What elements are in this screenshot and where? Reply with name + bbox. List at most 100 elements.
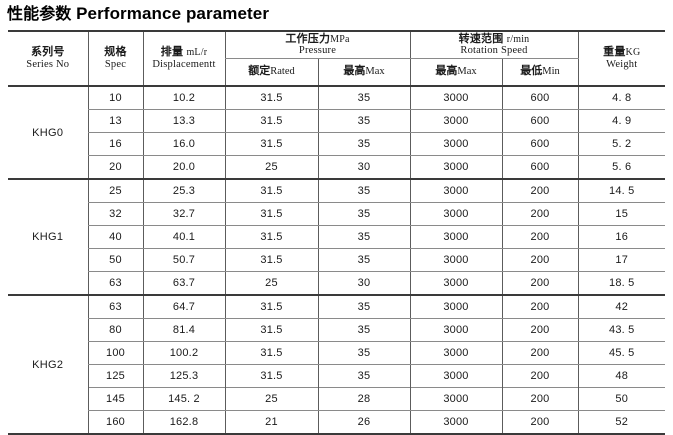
header-pressure-max: 最高Max bbox=[317, 58, 410, 87]
header-series-no-en: Series No bbox=[26, 58, 70, 70]
header-weight-en: Weight bbox=[606, 58, 638, 70]
cell-rotation-max: 3000 bbox=[409, 318, 502, 342]
cell-displacement: 10.2 bbox=[142, 86, 225, 110]
cell-displacement: 50.7 bbox=[142, 248, 225, 272]
page-title: 性能参数 Performance parameter bbox=[7, 3, 269, 25]
cell-rotation-min: 200 bbox=[501, 295, 578, 319]
cell-rotation-min: 200 bbox=[501, 364, 578, 388]
cell-rotation-min: 200 bbox=[501, 225, 578, 249]
table-header: 系列号 Series No 规格 Spec 排量 mL/r Displaceme… bbox=[8, 30, 665, 87]
cell-rotation-max: 3000 bbox=[409, 295, 502, 319]
cell-spec: 63 bbox=[87, 271, 143, 296]
header-rotation-unit: r/min bbox=[506, 33, 530, 45]
cell-rotation-max: 3000 bbox=[409, 225, 502, 249]
cell-displacement: 63.7 bbox=[142, 271, 225, 296]
cell-pressure-max: 35 bbox=[317, 86, 410, 110]
cell-pressure-rated: 21 bbox=[224, 410, 318, 435]
table-row: 125 125.3 31.5 35 3000 200 48 bbox=[8, 364, 665, 388]
cell-pressure-rated: 31.5 bbox=[224, 109, 318, 133]
cell-rotation-max: 3000 bbox=[409, 109, 502, 133]
cell-pressure-rated: 31.5 bbox=[224, 86, 318, 110]
cell-weight: 18. 5 bbox=[577, 271, 665, 296]
table-row: 13 13.3 31.5 35 3000 600 4. 9 bbox=[8, 109, 665, 133]
cell-pressure-rated: 31.5 bbox=[224, 364, 318, 388]
header-weight: 重量KG Weight bbox=[577, 30, 665, 87]
header-row-sub: 额定Rated 最高Max 最高Max 最低Min bbox=[8, 58, 665, 87]
cell-displacement: 40.1 bbox=[142, 225, 225, 249]
cell-pressure-rated: 31.5 bbox=[224, 248, 318, 272]
cell-rotation-max: 3000 bbox=[409, 410, 502, 435]
cell-pressure-max: 35 bbox=[317, 132, 410, 156]
cell-spec: 16 bbox=[87, 132, 143, 156]
header-row-group: 系列号 Series No 规格 Spec 排量 mL/r Displaceme… bbox=[8, 30, 665, 87]
header-displacement-en: Displacementt bbox=[152, 58, 216, 70]
cell-pressure-max: 35 bbox=[317, 225, 410, 249]
cell-pressure-max: 35 bbox=[317, 248, 410, 272]
cell-pressure-rated: 31.5 bbox=[224, 132, 318, 156]
cell-weight: 4. 8 bbox=[577, 86, 665, 110]
table-row: 32 32.7 31.5 35 3000 200 15 bbox=[8, 202, 665, 226]
cell-pressure-rated: 31.5 bbox=[224, 318, 318, 342]
header-displacement-unit: mL/r bbox=[186, 47, 208, 59]
page-title-en: Performance parameter bbox=[76, 4, 270, 23]
cell-displacement: 125.3 bbox=[142, 364, 225, 388]
table-row: 160 162.8 21 26 3000 200 52 bbox=[8, 410, 665, 435]
cell-pressure-max: 30 bbox=[317, 155, 410, 180]
cell-weight: 17 bbox=[577, 248, 665, 272]
header-spec-en: Spec bbox=[104, 58, 127, 70]
header-rotation-group: 转速范围 r/min Rotation Speed bbox=[409, 30, 578, 59]
header-displacement-cn: 排量 mL/r bbox=[160, 46, 208, 59]
table-row: 63 63.7 25 30 3000 200 18. 5 bbox=[8, 271, 665, 296]
cell-rotation-max: 3000 bbox=[409, 179, 502, 203]
table-body: KHG0 10 10.2 31.5 35 3000 600 4. 8 13 13.3 31.5 35 3… bbox=[8, 86, 665, 435]
header-rotation-cn: 转速范围 r/min bbox=[458, 32, 530, 45]
header-rotation-max: 最高Max bbox=[409, 58, 502, 87]
cell-spec: 50 bbox=[87, 248, 143, 272]
header-pressure-cn: 工作压力MPa bbox=[285, 32, 350, 45]
header-rotation-en: Rotation Speed bbox=[460, 45, 528, 57]
cell-displacement: 16.0 bbox=[142, 132, 225, 156]
cell-rotation-max: 3000 bbox=[409, 155, 502, 180]
table-row: KHG2 63 64.7 31.5 35 3000 200 42 bbox=[8, 295, 665, 435]
cell-spec: 160 bbox=[87, 410, 143, 435]
series-group-label: KHG2 bbox=[8, 295, 88, 435]
cell-rotation-min: 600 bbox=[501, 86, 578, 110]
performance-parameter-table: 系列号 Series No 规格 Spec 排量 mL/r Displaceme… bbox=[8, 30, 665, 435]
cell-displacement: 81.4 bbox=[142, 318, 225, 342]
header-pressure-unit: MPa bbox=[330, 33, 350, 45]
table-row: KHG0 10 10.2 31.5 35 3000 600 4. 8 bbox=[8, 86, 665, 180]
cell-rotation-max: 3000 bbox=[409, 202, 502, 226]
cell-pressure-rated: 31.5 bbox=[224, 202, 318, 226]
header-rotation-max-label: 最高Max bbox=[435, 65, 477, 78]
cell-rotation-min: 200 bbox=[501, 341, 578, 365]
spec-sheet-page: 性能参数 Performance parameter 系列号 Series No bbox=[7, 3, 665, 435]
table-row: 80 81.4 31.5 35 3000 200 43. 5 bbox=[8, 318, 665, 342]
table-row: 16 16.0 31.5 35 3000 600 5. 2 bbox=[8, 132, 665, 156]
cell-spec: 20 bbox=[87, 155, 143, 180]
cell-displacement: 13.3 bbox=[142, 109, 225, 133]
cell-rotation-max: 3000 bbox=[409, 341, 502, 365]
cell-weight: 48 bbox=[577, 364, 665, 388]
cell-spec: 40 bbox=[87, 225, 143, 249]
cell-weight: 45. 5 bbox=[577, 341, 665, 365]
cell-spec: 100 bbox=[87, 341, 143, 365]
table-row: 20 20.0 25 30 3000 600 5. 6 bbox=[8, 155, 665, 180]
cell-weight: 14. 5 bbox=[577, 179, 665, 203]
header-weight-cn: 重量KG bbox=[603, 46, 641, 59]
cell-rotation-min: 600 bbox=[501, 132, 578, 156]
header-spec-cn: 规格 bbox=[104, 46, 127, 59]
cell-spec: 63 bbox=[87, 295, 143, 319]
column-rule-spurs bbox=[8, 372, 665, 398]
cell-pressure-max: 35 bbox=[317, 202, 410, 226]
cell-weight: 52 bbox=[577, 410, 665, 435]
cell-pressure-max: 26 bbox=[317, 410, 410, 435]
header-displacement: 排量 mL/r Displacementt bbox=[142, 30, 225, 87]
cell-rotation-max: 3000 bbox=[409, 364, 502, 388]
cell-spec: 125 bbox=[87, 364, 143, 388]
cell-rotation-min: 600 bbox=[501, 155, 578, 180]
cell-weight: 42 bbox=[577, 295, 665, 319]
cell-pressure-max: 35 bbox=[317, 318, 410, 342]
cell-weight: 4. 9 bbox=[577, 109, 665, 133]
header-series-no-cn: 系列号 bbox=[30, 46, 65, 59]
cell-displacement: 32.7 bbox=[142, 202, 225, 226]
